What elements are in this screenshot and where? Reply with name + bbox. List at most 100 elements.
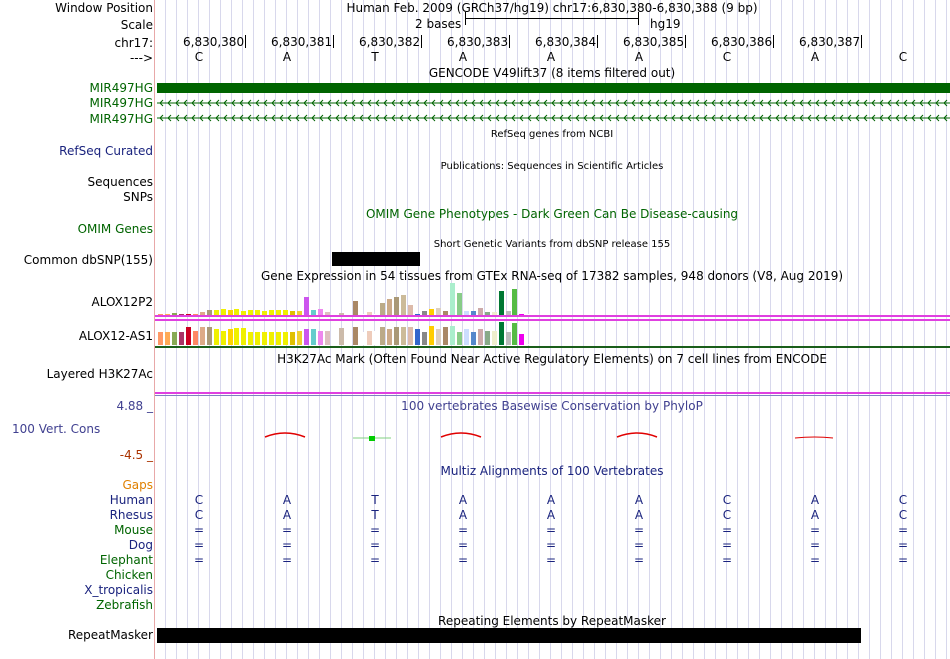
gtex-tissue-bar[interactable]: [310, 329, 316, 345]
gtex-tissue-bar[interactable]: [491, 312, 497, 315]
gtex-tissue-bar[interactable]: [519, 314, 525, 315]
gtex-tissue-bar[interactable]: [463, 329, 469, 345]
gtex-tissue-bar[interactable]: [359, 314, 365, 315]
gtex-tissue-bar[interactable]: [192, 331, 198, 345]
gtex-tissue-bar[interactable]: [276, 332, 282, 345]
gtex-tissue-bar[interactable]: [456, 293, 462, 315]
gtex-tissue-bar[interactable]: [248, 332, 254, 345]
gtex-tissue-bar[interactable]: [164, 332, 170, 345]
gtex-tissue-bar[interactable]: [373, 331, 379, 345]
gtex-tissue-bar[interactable]: [213, 329, 219, 345]
gtex-gene-label[interactable]: ALOX12P2: [91, 295, 153, 309]
gtex-tissue-bar[interactable]: [429, 309, 435, 315]
gencode-intron-lines[interactable]: [157, 97, 950, 125]
gtex-tissue-bar[interactable]: [436, 308, 441, 315]
gtex-tissue-bar[interactable]: [324, 331, 330, 345]
gtex-tissue-bar[interactable]: [345, 314, 351, 315]
gtex-tissue-bar[interactable]: [213, 310, 219, 315]
gtex-tissue-bar[interactable]: [227, 329, 233, 345]
gtex-tissue-bar[interactable]: [519, 334, 525, 345]
gtex-tissue-bar[interactable]: [269, 310, 275, 315]
gtex-tissue-bar[interactable]: [505, 332, 511, 345]
gtex-tissue-bar[interactable]: [449, 326, 455, 345]
gtex-tissue-bar[interactable]: [171, 332, 177, 345]
dbsnp-variant-block[interactable]: [332, 252, 420, 266]
gtex-tissue-bar[interactable]: [290, 332, 296, 345]
multiz-species-label[interactable]: X_tropicalis: [84, 583, 153, 597]
multiz-species-label[interactable]: Dog: [128, 538, 153, 552]
omim-label[interactable]: OMIM Genes: [77, 222, 153, 236]
gtex-tissue-bar[interactable]: [206, 310, 212, 315]
gtex-tissue-bar[interactable]: [498, 291, 504, 315]
gtex-tissue-bar[interactable]: [262, 332, 268, 345]
phylop-label[interactable]: 100 Vert. Cons: [12, 422, 101, 436]
gtex-tissue-bar[interactable]: [297, 311, 302, 315]
gtex-tissue-bar[interactable]: [283, 310, 289, 315]
repeatmasker-block[interactable]: [157, 628, 861, 643]
multiz-species-label[interactable]: Rhesus: [109, 508, 153, 522]
multiz-species-label[interactable]: Zebrafish: [96, 598, 153, 612]
gtex-tissue-bar[interactable]: [484, 331, 490, 345]
gtex-tissue-bar[interactable]: [241, 328, 247, 345]
gtex-tissue-bar[interactable]: [331, 331, 337, 345]
gtex-tissue-bar[interactable]: [470, 332, 476, 345]
gtex-tissue-bar[interactable]: [512, 323, 518, 345]
gtex-tissue-bar[interactable]: [241, 311, 247, 315]
gtex-tissue-bar[interactable]: [442, 327, 448, 345]
gtex-tissue-bar[interactable]: [158, 314, 163, 315]
gtex-tissue-bar[interactable]: [477, 308, 483, 315]
gtex-tissue-bar[interactable]: [387, 329, 393, 345]
gtex-tissue-bar[interactable]: [290, 311, 296, 315]
dbsnp-label[interactable]: Common dbSNP(155): [23, 253, 153, 267]
gtex-tissue-bar[interactable]: [352, 301, 358, 315]
gtex-tissue-bar[interactable]: [220, 331, 226, 345]
gtex-tissue-bar[interactable]: [164, 314, 170, 315]
gtex-tissue-bar[interactable]: [436, 329, 441, 345]
gtex-tissue-bar[interactable]: [422, 332, 428, 345]
gtex-gene-label[interactable]: ALOX12-AS1: [78, 329, 153, 343]
gtex-tissue-bar[interactable]: [429, 326, 435, 345]
gtex-tissue-bar[interactable]: [380, 327, 386, 345]
gtex-tissue-bar[interactable]: [255, 332, 261, 345]
gtex-tissue-bar[interactable]: [255, 310, 261, 315]
gtex-tissue-bar[interactable]: [192, 314, 198, 315]
gtex-tissue-bar[interactable]: [248, 310, 254, 315]
gtex-tissue-bar[interactable]: [366, 312, 372, 315]
gtex-tissue-bar[interactable]: [526, 314, 532, 315]
gtex-tissue-bar[interactable]: [338, 328, 344, 345]
repeatmasker-label[interactable]: RepeatMasker: [67, 628, 153, 642]
gtex-tissue-bar[interactable]: [227, 310, 233, 315]
gtex-tissue-bar[interactable]: [463, 311, 469, 315]
gtex-tissue-bar[interactable]: [331, 314, 337, 315]
multiz-species-label[interactable]: Chicken: [105, 568, 153, 582]
gtex-tissue-bar[interactable]: [262, 311, 268, 315]
gtex-tissue-bar[interactable]: [401, 295, 407, 315]
gtex-tissue-bar[interactable]: [317, 331, 323, 345]
gtex-tissue-bar[interactable]: [394, 297, 400, 315]
gtex-tissue-bar[interactable]: [442, 311, 448, 315]
gtex-tissue-bar[interactable]: [498, 322, 504, 345]
gtex-tissue-bar[interactable]: [178, 314, 184, 315]
gtex-tissue-bar[interactable]: [449, 283, 455, 315]
gtex-tissue-bar[interactable]: [199, 327, 205, 345]
phylop-wiggle[interactable]: [155, 425, 950, 445]
gtex-tissue-bar[interactable]: [199, 312, 205, 315]
gtex-tissue-bar[interactable]: [310, 310, 316, 315]
gtex-tissue-bar[interactable]: [324, 312, 330, 315]
gtex-tissue-bar[interactable]: [338, 313, 344, 315]
gtex-tissue-bar[interactable]: [359, 332, 365, 345]
gtex-tissue-bar[interactable]: [505, 311, 511, 315]
gtex-tissue-bar[interactable]: [317, 309, 323, 315]
gtex-tissue-bar[interactable]: [491, 331, 497, 345]
gtex-tissue-bar[interactable]: [283, 332, 289, 345]
gtex-tissue-bar[interactable]: [477, 329, 483, 345]
gtex-tissue-bar[interactable]: [269, 332, 275, 345]
gtex-tissue-bar[interactable]: [415, 314, 421, 315]
gtex-tissue-bar[interactable]: [303, 297, 309, 315]
gtex-tissue-bar[interactable]: [345, 332, 351, 345]
gtex-tissue-bar[interactable]: [380, 303, 386, 315]
gtex-tissue-bar[interactable]: [276, 310, 282, 315]
gencode-exon-block[interactable]: [157, 83, 950, 93]
gtex-tissue-bar[interactable]: [234, 309, 240, 315]
multiz-species-label[interactable]: Human: [109, 493, 153, 507]
